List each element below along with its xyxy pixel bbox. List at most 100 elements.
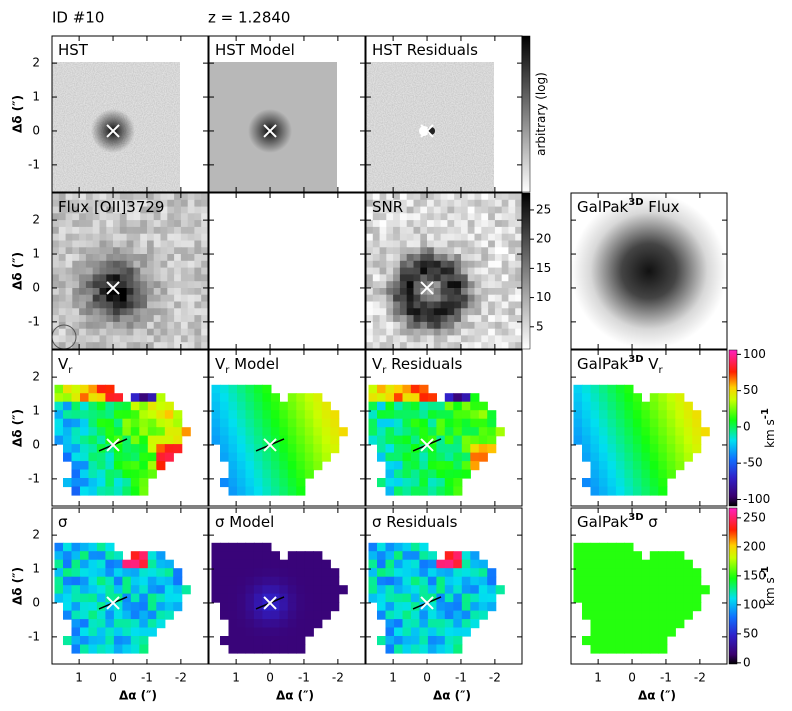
map-pixel xyxy=(156,576,166,586)
map-pixel xyxy=(174,335,182,343)
map-pixel xyxy=(139,627,149,637)
map-pixel xyxy=(126,288,134,296)
map-pixel xyxy=(270,585,280,595)
map-pixel xyxy=(658,435,668,445)
map-pixel xyxy=(436,644,446,654)
map-pixel xyxy=(501,335,510,343)
map-pixel xyxy=(164,610,174,620)
map-pixel xyxy=(270,576,280,586)
map-pixel xyxy=(122,486,132,496)
map-pixel xyxy=(410,568,420,578)
map-pixel xyxy=(692,593,702,603)
map-pixel xyxy=(321,576,331,586)
map-pixel xyxy=(436,444,446,454)
y-tick-label: 0 xyxy=(32,123,40,137)
map-pixel xyxy=(147,294,155,303)
map-pixel xyxy=(85,226,94,235)
colorbar-tick-label: 5 xyxy=(536,319,544,333)
map-pixel xyxy=(63,401,73,411)
colorbar-label: arbitrary (log) xyxy=(534,72,548,156)
map-pixel xyxy=(410,452,420,462)
map-pixel xyxy=(140,226,148,235)
map-pixel xyxy=(385,559,395,569)
map-pixel xyxy=(377,444,387,454)
map-pixel xyxy=(399,220,408,228)
map-pixel xyxy=(501,281,510,289)
map-pixel xyxy=(666,593,676,603)
map-pixel xyxy=(590,559,600,569)
map-pixel xyxy=(126,335,134,343)
map-pixel xyxy=(237,401,247,411)
map-pixel xyxy=(467,335,476,343)
y-tick-label: 2 xyxy=(32,370,40,384)
map-pixel xyxy=(366,308,374,316)
map-pixel xyxy=(130,585,140,595)
map-pixel xyxy=(413,226,421,235)
map-pixel xyxy=(683,602,693,612)
map-pixel xyxy=(444,486,454,496)
map-pixel xyxy=(99,294,107,303)
map-pixel xyxy=(287,452,297,462)
map-pixel xyxy=(126,240,134,248)
map-pixel xyxy=(228,452,238,462)
map-pixel xyxy=(174,233,182,242)
x-tick-label: 1 xyxy=(389,671,397,685)
map-pixel xyxy=(649,435,659,445)
map-pixel xyxy=(419,469,429,479)
map-pixel xyxy=(406,260,415,269)
map-pixel xyxy=(99,288,107,296)
map-pixel xyxy=(582,551,592,561)
map-pixel xyxy=(140,274,148,282)
map-pixel xyxy=(85,335,94,343)
map-pixel xyxy=(106,315,114,323)
map-pixel xyxy=(632,636,642,646)
map-pixel xyxy=(245,585,255,595)
map-pixel xyxy=(54,401,64,411)
map-pixel xyxy=(211,593,221,603)
map-pixel xyxy=(487,593,497,603)
map-pixel xyxy=(173,435,183,445)
map-pixel xyxy=(105,559,115,569)
map-pixel xyxy=(58,281,67,289)
map-pixel xyxy=(444,478,454,488)
map-pixel xyxy=(385,610,395,620)
map-pixel xyxy=(649,644,659,654)
map-pixel xyxy=(304,593,314,603)
map-pixel xyxy=(180,281,189,289)
map-pixel xyxy=(366,213,374,221)
map-pixel xyxy=(270,418,280,428)
map-pixel xyxy=(379,213,387,221)
map-pixel xyxy=(160,328,168,337)
map-pixel xyxy=(54,593,64,603)
map-pixel xyxy=(119,301,128,309)
map-pixel xyxy=(402,461,412,471)
colorbar-tick-label: 50 xyxy=(743,626,758,640)
map-pixel xyxy=(262,585,272,595)
map-pixel xyxy=(508,254,516,262)
map-pixel xyxy=(85,267,94,275)
map-pixel xyxy=(488,220,496,228)
map-pixel xyxy=(304,452,314,462)
map-pixel xyxy=(649,610,659,620)
map-pixel xyxy=(444,551,454,561)
map-pixel xyxy=(599,568,609,578)
center-mark xyxy=(106,596,120,610)
map-pixel xyxy=(52,294,60,303)
map-pixel xyxy=(385,418,395,428)
map-pixel xyxy=(72,193,80,201)
panel-frame xyxy=(51,349,209,507)
map-pixel xyxy=(79,267,87,275)
map-pixel xyxy=(119,308,128,316)
map-pixel xyxy=(99,254,107,262)
map-pixel xyxy=(454,288,462,296)
text-part: r xyxy=(225,365,230,376)
map-pixel xyxy=(99,328,107,337)
map-pixel xyxy=(385,401,395,411)
map-pixel xyxy=(402,602,412,612)
map-pixel xyxy=(474,233,482,242)
map-pixel xyxy=(386,321,394,330)
map-pixel xyxy=(494,206,503,214)
map-pixel xyxy=(470,576,480,586)
map-pixel xyxy=(501,321,510,330)
